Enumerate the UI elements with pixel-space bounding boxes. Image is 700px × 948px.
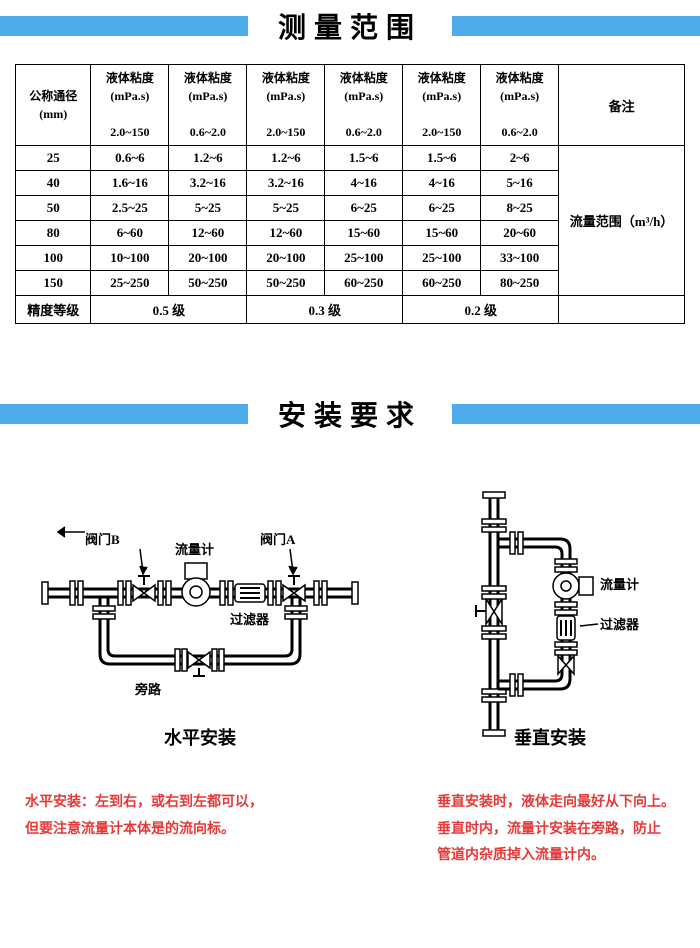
cell: 50~250	[247, 271, 325, 296]
horizontal-diagram: 阀门B 阀门A 流量计 过滤器 旁路 水平安装	[30, 484, 370, 750]
precision-row: 精度等级 0.5 级 0.3 级 0.2 级	[16, 296, 685, 324]
prec-0: 0.5 级	[91, 296, 247, 324]
lbl-valve-a: 阀门A	[260, 532, 296, 547]
cell: 20~100	[247, 246, 325, 271]
section2-header: 安装要求	[0, 394, 700, 434]
bar-right	[452, 16, 700, 36]
bar-left	[0, 404, 248, 424]
table-row: 25 0.6~61.2~61.2~61.5~61.5~62~6 流量范围（m³/…	[16, 146, 685, 171]
horizontal-title: 水平安装	[164, 724, 236, 750]
cell: 15~60	[403, 221, 481, 246]
flowmeter-v-icon	[553, 573, 593, 599]
bar-left	[0, 16, 248, 36]
cell: 6~25	[325, 196, 403, 221]
cell: 1.6~16	[91, 171, 169, 196]
prec-label: 精度等级	[16, 296, 91, 324]
hdr-diameter: 公称通径(mm)	[16, 65, 91, 146]
hdr-visc-3: 液体粘度(mPa.s)0.6~2.0	[325, 65, 403, 146]
note-right: 垂直安装时，液体走向最好从下向上。 垂直时内，流量计安装在旁路，防止 管道内杂质…	[437, 790, 675, 870]
lbl-valve-b: 阀门B	[85, 532, 120, 547]
cell: 60~250	[325, 271, 403, 296]
section1-header: 测量范围	[0, 0, 700, 46]
horizontal-svg: 阀门B 阀门A 流量计 过滤器 旁路	[30, 484, 370, 704]
note-left-l2: 但要注意流量计本体是的流向标。	[25, 817, 263, 844]
cell: 6~25	[403, 196, 481, 221]
cell: 2~6	[481, 146, 559, 171]
filter-v-icon	[557, 616, 575, 640]
measurement-range-table: 公称通径(mm) 液体粘度(mPa.s)2.0~150 液体粘度(mPa.s)0…	[15, 64, 685, 324]
hdr-visc-1: 液体粘度(mPa.s)0.6~2.0	[169, 65, 247, 146]
hdr-visc-5: 液体粘度(mPa.s)0.6~2.0	[481, 65, 559, 146]
bypass-valve-v-icon	[558, 656, 574, 674]
diagrams-row: 阀门B 阀门A 流量计 过滤器 旁路 水平安装	[0, 484, 700, 750]
lbl-bypass: 旁路	[134, 682, 162, 697]
cell: 8~25	[481, 196, 559, 221]
prec-2: 0.2 级	[403, 296, 559, 324]
cell: 1.2~6	[247, 146, 325, 171]
prec-blank	[559, 296, 685, 324]
section1-title: 测量范围	[248, 6, 452, 46]
hdr-visc-0: 液体粘度(mPa.s)2.0~150	[91, 65, 169, 146]
cell: 50~250	[169, 271, 247, 296]
lbl-filter: 过滤器	[230, 612, 270, 627]
cell: 15~60	[325, 221, 403, 246]
lbl-meter: 流量计	[175, 542, 214, 557]
cell-d: 100	[16, 246, 91, 271]
note-right-l1: 垂直安装时，液体走向最好从下向上。	[437, 790, 675, 817]
hdr-visc-4: 液体粘度(mPa.s)2.0~150	[403, 65, 481, 146]
cell: 10~100	[91, 246, 169, 271]
cell: 5~25	[247, 196, 325, 221]
cell: 4~16	[325, 171, 403, 196]
cell-d: 80	[16, 221, 91, 246]
cell-d: 50	[16, 196, 91, 221]
vertical-diagram: 流量计 过滤器 垂直安装	[430, 484, 670, 750]
section2-title: 安装要求	[248, 394, 452, 434]
cell: 80~250	[481, 271, 559, 296]
notes-row: 水平安装：左到右，或右到左都可以， 但要注意流量计本体是的流向标。 垂直安装时，…	[25, 790, 675, 870]
table-header-row: 公称通径(mm) 液体粘度(mPa.s)2.0~150 液体粘度(mPa.s)0…	[16, 65, 685, 146]
cell: 25~100	[403, 246, 481, 271]
cell: 12~60	[247, 221, 325, 246]
cell-remark: 流量范围（m³/h）	[559, 146, 685, 296]
cell: 1.2~6	[169, 146, 247, 171]
cell: 25~250	[91, 271, 169, 296]
bar-right	[452, 404, 700, 424]
cell-d: 150	[16, 271, 91, 296]
cell: 4~16	[403, 171, 481, 196]
cell: 3.2~16	[169, 171, 247, 196]
vertical-title: 垂直安装	[514, 724, 586, 750]
cell: 6~60	[91, 221, 169, 246]
cell: 33~100	[481, 246, 559, 271]
hdr-remark: 备注	[559, 65, 685, 146]
cell: 20~100	[169, 246, 247, 271]
cell: 5~16	[481, 171, 559, 196]
vertical-svg: 流量计 过滤器	[430, 484, 670, 744]
cell-d: 25	[16, 146, 91, 171]
prec-1: 0.3 级	[247, 296, 403, 324]
cell: 60~250	[403, 271, 481, 296]
cell: 5~25	[169, 196, 247, 221]
hdr-visc-2: 液体粘度(mPa.s)2.0~150	[247, 65, 325, 146]
cell: 20~60	[481, 221, 559, 246]
lbl-filter-v: 过滤器	[600, 617, 640, 632]
cell: 12~60	[169, 221, 247, 246]
filter-icon	[235, 584, 265, 602]
flowmeter-icon	[182, 563, 210, 606]
cell: 1.5~6	[403, 146, 481, 171]
note-right-l3: 管道内杂质掉入流量计内。	[437, 843, 675, 870]
cell: 25~100	[325, 246, 403, 271]
note-left-l1: 水平安装：左到右，或右到左都可以，	[25, 790, 263, 817]
lbl-meter-v: 流量计	[600, 577, 639, 592]
cell: 0.6~6	[91, 146, 169, 171]
note-right-l2: 垂直时内，流量计安装在旁路，防止	[437, 817, 675, 844]
cell: 1.5~6	[325, 146, 403, 171]
note-left: 水平安装：左到右，或右到左都可以， 但要注意流量计本体是的流向标。	[25, 790, 263, 870]
cell: 2.5~25	[91, 196, 169, 221]
cell-d: 40	[16, 171, 91, 196]
cell: 3.2~16	[247, 171, 325, 196]
